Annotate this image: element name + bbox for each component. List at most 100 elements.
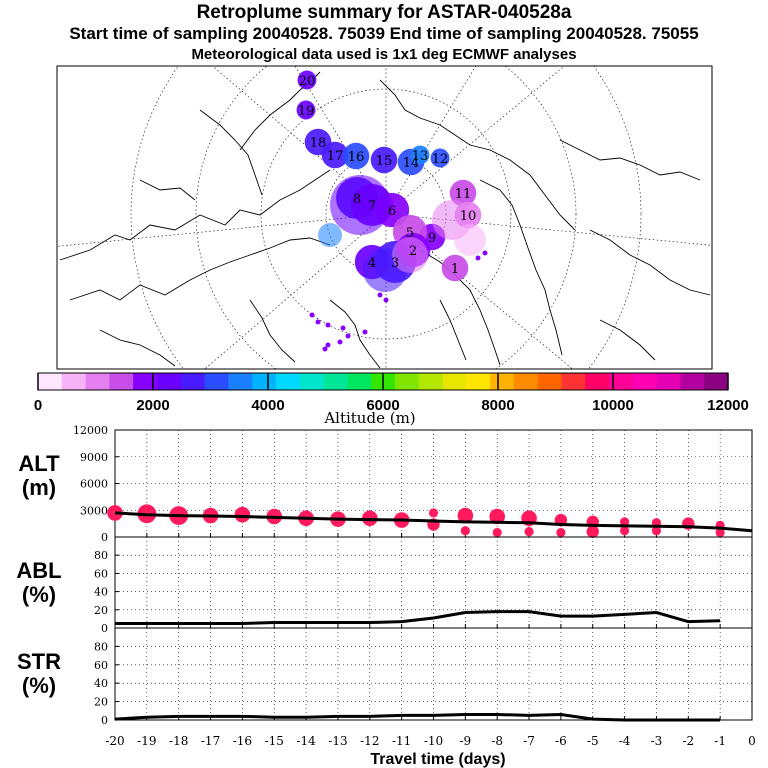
colorbar-tick-label: 0 <box>34 397 42 414</box>
tick-label-x: -16 <box>233 734 252 748</box>
map-cluster-label: 10 <box>460 209 477 224</box>
alt-marker <box>524 527 534 537</box>
map-cluster-label: 16 <box>348 150 365 165</box>
colorbar-cell <box>299 373 325 390</box>
map-cluster-label: 12 <box>432 152 449 167</box>
map-cluster-13 <box>410 145 430 165</box>
str-line <box>114 712 721 722</box>
map-plume-blob <box>330 175 390 235</box>
map-dot <box>482 250 488 256</box>
alt-marker <box>428 508 439 518</box>
colorbar-cell <box>394 373 420 390</box>
map-cluster-label: 7 <box>368 199 376 214</box>
map-cluster-label: 8 <box>353 192 361 207</box>
tick-label-y: 20 <box>94 604 108 617</box>
met-data-note: Meteorological data used is 1x1 deg ECMW… <box>191 46 577 63</box>
colorbar-cell <box>561 373 586 390</box>
tick-label-y: 12000 <box>73 424 108 437</box>
map-cluster-label: 11 <box>455 187 472 202</box>
colorbar-tick-label: 4000 <box>251 397 284 414</box>
alt-marker <box>715 527 725 538</box>
map-cluster-label: 15 <box>376 154 393 169</box>
tick-label-x: -9 <box>459 734 471 748</box>
colorbar-cell <box>490 373 515 390</box>
panel-frame <box>114 627 753 721</box>
tick-label-x: -10 <box>424 734 443 748</box>
sampling-times: Start time of sampling 20040528. 75039 E… <box>69 24 699 43</box>
colorbar-cell <box>38 373 63 390</box>
map-plume-blob <box>392 237 428 273</box>
colorbar-cell <box>323 373 348 390</box>
map-cluster-label: 1 <box>451 262 459 277</box>
map-cluster-label: 9 <box>428 231 436 246</box>
x-axis-label: Travel time (days) <box>370 751 505 768</box>
colorbar-cells <box>38 373 729 390</box>
alt-marker <box>234 506 251 523</box>
tick-label-x: -4 <box>619 734 631 748</box>
map-cluster-11 <box>449 179 477 207</box>
map-dot <box>475 255 481 261</box>
colorbar-label: Altitude (m) <box>323 409 415 427</box>
colorbar-cell <box>133 373 158 390</box>
tick-label-x: -14 <box>296 734 316 748</box>
panel-ylabel: (%) <box>22 582 56 607</box>
colorbar-cell <box>656 373 681 390</box>
map-dot <box>362 329 368 335</box>
map-cluster-16 <box>342 142 370 170</box>
colorbar-cell <box>252 373 277 390</box>
tick-label-y: 60 <box>94 659 108 672</box>
map-dot <box>309 312 315 318</box>
tick-label-x: -19 <box>137 734 156 748</box>
colorbar-cell <box>609 373 634 390</box>
map-cluster-label: 5 <box>406 226 414 241</box>
colorbar-cell <box>347 373 372 390</box>
map-cluster-label: 18 <box>310 136 327 151</box>
tick-label-y: 60 <box>94 567 108 580</box>
tick-label-x: -18 <box>169 734 188 748</box>
tick-label-x: -11 <box>392 734 411 748</box>
tick-label-y: 20 <box>94 696 108 709</box>
map-cluster-label: 4 <box>368 256 376 271</box>
colorbar-tick-label: 6000 <box>366 397 399 414</box>
alt-marker <box>651 526 662 536</box>
alt-marker <box>460 526 470 536</box>
colorbar-cell <box>632 373 658 390</box>
alt-marker <box>492 527 502 538</box>
colorbar-cell <box>418 373 443 390</box>
colorbar-cell <box>704 373 729 390</box>
map-cluster-1 <box>441 254 469 282</box>
map-plume-blob <box>318 223 342 247</box>
tick-label-y: 40 <box>94 677 108 690</box>
map-cluster-19 <box>296 100 316 120</box>
tick-label-x: -7 <box>523 734 535 748</box>
alt-marker <box>107 505 123 521</box>
alt-marker <box>620 526 630 536</box>
tick-label-x: 0 <box>748 734 756 748</box>
colorbar-cell <box>513 373 539 390</box>
tick-label-y: 3000 <box>80 504 108 517</box>
map-cluster-20 <box>297 70 317 90</box>
tick-label-x: -1 <box>714 734 726 748</box>
map-dot <box>322 346 328 352</box>
map-dot <box>340 325 346 331</box>
colorbar-cell <box>680 373 705 390</box>
colorbar-cell <box>466 373 491 390</box>
colorbar-cell <box>109 373 134 390</box>
colorbar-cell <box>442 373 467 390</box>
panel-ylabel: STR <box>17 649 61 674</box>
tick-label-y: 0 <box>101 622 108 635</box>
colorbar-cell <box>537 373 562 390</box>
tick-label-x: -17 <box>201 734 220 748</box>
map-dot <box>325 322 331 328</box>
map-cluster-label: 19 <box>298 104 315 119</box>
map-cluster-label: 13 <box>412 149 429 164</box>
alt-marker <box>556 527 566 538</box>
map-coastlines <box>59 71 711 369</box>
tick-label-y: 80 <box>94 549 108 562</box>
colorbar-cell <box>228 373 253 390</box>
chart-title: Retroplume summary for ASTAR-040528a <box>196 2 572 23</box>
panel-abl: 0 20 40 60 80 ABL(%) <box>16 536 753 635</box>
tick-label-x: -15 <box>265 734 284 748</box>
